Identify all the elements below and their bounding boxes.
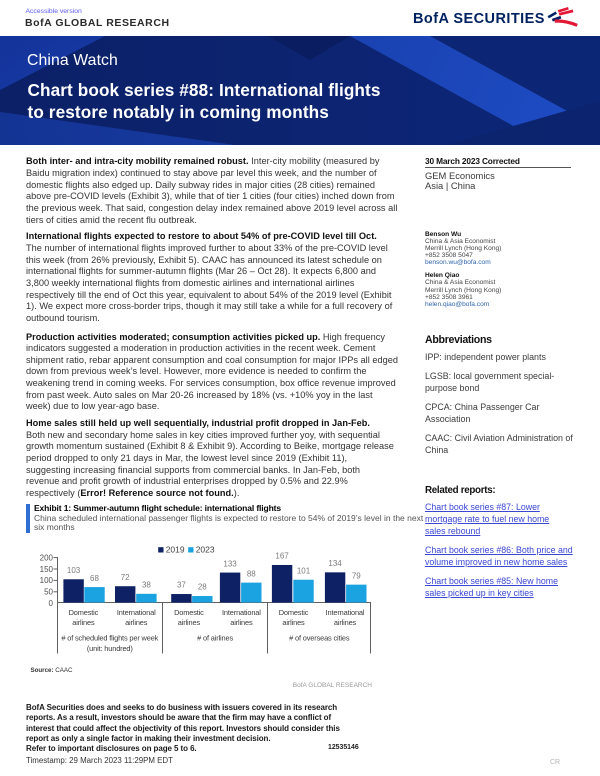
svg-text:# of scheduled flights per wee: # of scheduled flights per week xyxy=(61,633,158,642)
svg-text:103: 103 xyxy=(67,566,81,575)
svg-text:2023: 2023 xyxy=(196,544,215,554)
svg-text:0: 0 xyxy=(49,599,54,608)
svg-text:101: 101 xyxy=(297,566,311,575)
svg-text:airlines: airlines xyxy=(178,618,201,627)
svg-text:Source: CAAC: Source: CAAC xyxy=(31,667,73,674)
svg-text:(unit: hundred): (unit: hundred) xyxy=(87,644,133,653)
svg-text:28: 28 xyxy=(198,583,207,592)
svg-text:International: International xyxy=(117,608,156,617)
svg-text:79: 79 xyxy=(352,571,361,580)
svg-text:airlines: airlines xyxy=(72,618,95,627)
svg-text:# of overseas cities: # of overseas cities xyxy=(289,633,350,642)
svg-text:airlines: airlines xyxy=(334,618,357,627)
svg-text:Domestic: Domestic xyxy=(279,608,309,617)
svg-text:International: International xyxy=(326,608,365,617)
svg-text:134: 134 xyxy=(328,559,342,568)
svg-text:100: 100 xyxy=(40,576,54,585)
svg-text:Domestic: Domestic xyxy=(174,608,204,617)
svg-text:167: 167 xyxy=(275,552,289,561)
svg-text:37: 37 xyxy=(177,581,186,590)
svg-text:200: 200 xyxy=(40,553,54,562)
svg-text:68: 68 xyxy=(90,574,99,583)
svg-text:airlines: airlines xyxy=(230,618,253,627)
svg-text:2019: 2019 xyxy=(166,544,185,554)
svg-text:38: 38 xyxy=(142,581,151,590)
svg-text:International: International xyxy=(222,608,261,617)
svg-text:# of airlines: # of airlines xyxy=(197,633,233,642)
svg-text:72: 72 xyxy=(121,573,130,582)
svg-text:airlines: airlines xyxy=(282,618,305,627)
svg-text:88: 88 xyxy=(247,569,256,578)
svg-text:BofA GLOBAL RESEARCH: BofA GLOBAL RESEARCH xyxy=(293,682,373,689)
svg-text:Domestic: Domestic xyxy=(69,608,99,617)
svg-text:50: 50 xyxy=(44,587,53,596)
svg-text:133: 133 xyxy=(223,559,237,568)
svg-text:150: 150 xyxy=(40,565,54,574)
svg-text:airlines: airlines xyxy=(125,618,148,627)
